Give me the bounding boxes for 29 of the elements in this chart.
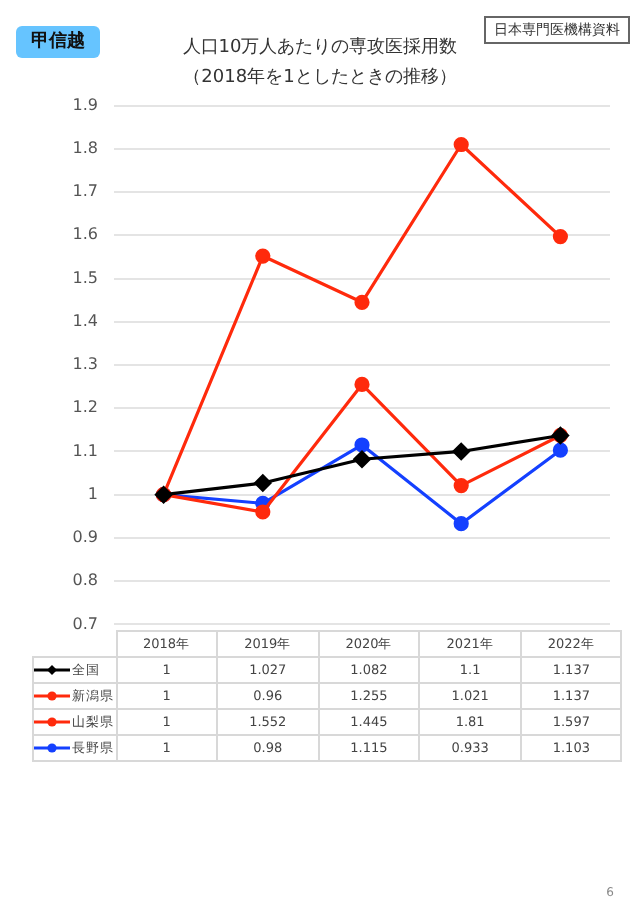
y-tick-label: 1.2: [72, 398, 98, 417]
point: [552, 229, 568, 245]
point: [354, 437, 370, 453]
y-tick-label: 0.7: [72, 614, 98, 633]
y-tick-label: 1.7: [72, 182, 98, 201]
text: 甲信越: [16, 26, 100, 58]
y-tick-label: 1.6: [72, 225, 98, 244]
point: [453, 478, 469, 494]
point: [354, 376, 370, 393]
point: [452, 442, 470, 461]
y-tick-label: 1.5: [72, 268, 98, 287]
chart-subtitle: （2018年を1としたときの推移）: [181, 65, 459, 90]
y-tick-label: 1: [87, 484, 98, 503]
point: [255, 504, 271, 520]
point: [255, 248, 271, 264]
y-tick-label: 1.4: [72, 311, 98, 330]
y-tick-label: 0.8: [72, 571, 98, 590]
point: [353, 450, 371, 468]
point: [453, 136, 469, 153]
point: [254, 474, 272, 492]
y-tick-label: 0.9: [72, 528, 98, 547]
point: [552, 442, 568, 458]
y-tick-label: 1.8: [72, 138, 98, 157]
y-tick-label: 1.1: [72, 441, 98, 460]
chart-title: 人口10万人あたりの専攻医採用数: [182, 38, 458, 58]
y-tick-label: 1.3: [72, 355, 98, 374]
y-tick-label: 1.9: [72, 95, 98, 114]
point: [453, 516, 469, 532]
point: [354, 294, 370, 310]
